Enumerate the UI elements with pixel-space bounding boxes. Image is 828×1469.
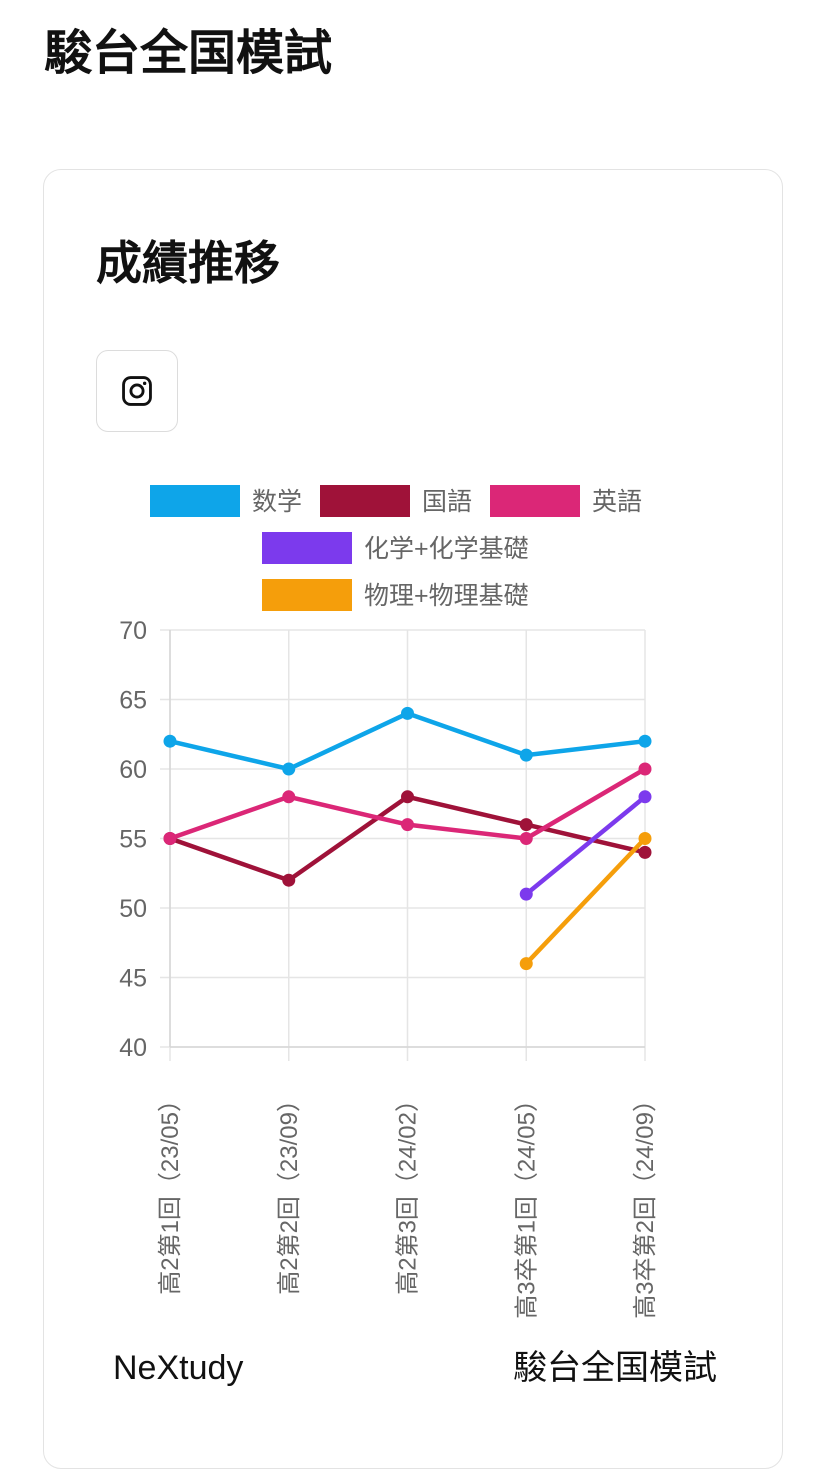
x-tick-label: 高2第3回（24/02） [395, 1088, 422, 1295]
instagram-share-button[interactable] [96, 350, 178, 432]
chart-grid [160, 629, 646, 1061]
y-tick-label: 70 [119, 617, 147, 645]
data-point [282, 790, 296, 804]
data-point [401, 706, 414, 720]
x-tick-label: 高3卒第1回（24/05） [513, 1088, 540, 1319]
data-point [638, 734, 652, 748]
data-point [519, 748, 533, 762]
chart-series [163, 706, 652, 971]
x-tick-label: 高3卒第2回（24/09） [632, 1088, 659, 1319]
legend-swatch [262, 579, 352, 611]
data-point [163, 734, 177, 748]
data-point [638, 832, 652, 845]
data-point [638, 790, 652, 804]
legend-swatch [320, 485, 410, 517]
x-tick-label: 高2第1回（23/05） [157, 1088, 184, 1295]
data-point [401, 790, 414, 804]
data-point [282, 762, 296, 776]
y-axis: 70 65 60 55 50 45 40 [119, 617, 147, 1062]
legend-label: 数学 [252, 488, 302, 516]
legend-swatch [490, 485, 580, 517]
data-point [519, 832, 533, 845]
legend-label: 物理+物理基礎 [364, 582, 529, 610]
data-point [163, 832, 177, 845]
y-tick-label: 45 [119, 965, 147, 993]
data-point [282, 873, 296, 887]
series-line [524, 795, 647, 896]
legend-label: 英語 [592, 488, 642, 516]
footer-exam-name: 駿台全国模試 [513, 1348, 717, 1388]
data-point [638, 845, 652, 859]
data-point [638, 762, 652, 776]
data-point [519, 887, 533, 901]
data-point [519, 818, 533, 832]
y-tick-label: 50 [119, 895, 147, 923]
series-line [524, 836, 647, 966]
legend-label: 化学+化学基礎 [364, 535, 529, 563]
footer-brand: NeXtudy [113, 1349, 244, 1387]
data-point [401, 818, 414, 832]
y-tick-label: 60 [119, 756, 147, 784]
card-title: 成績推移 [96, 236, 280, 290]
data-point [519, 957, 533, 971]
instagram-icon [122, 376, 152, 406]
x-axis: 高2第1回（23/05） 高2第2回（23/09） 高2第3回（24/02） 高3卒第… [157, 1088, 659, 1319]
y-tick-label: 65 [119, 687, 147, 715]
legend-label: 国語 [422, 488, 472, 516]
page-title: 駿台全国模試 [44, 25, 333, 81]
x-tick-label: 高2第2回（23/09） [276, 1088, 303, 1295]
y-tick-label: 55 [119, 826, 147, 854]
legend-swatch [150, 485, 240, 517]
legend-swatch [262, 532, 352, 564]
y-tick-label: 40 [119, 1034, 147, 1062]
